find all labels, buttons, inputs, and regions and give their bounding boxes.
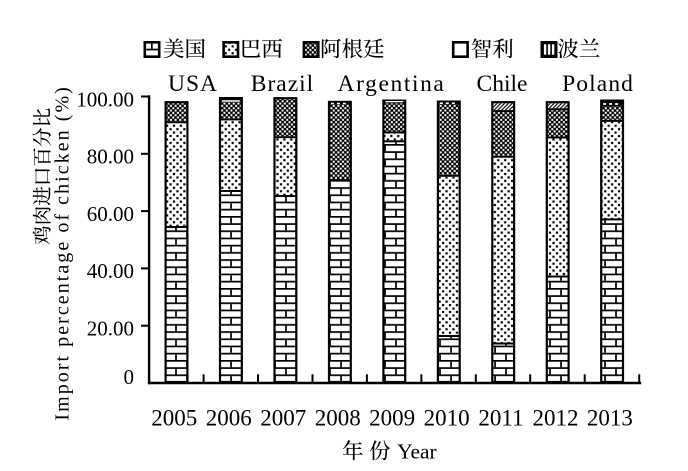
svg-text:2009: 2009	[369, 405, 415, 430]
svg-text:0: 0	[124, 365, 135, 389]
svg-text:Year: Year	[397, 440, 437, 464]
svg-text:40.00: 40.00	[87, 259, 134, 283]
svg-text:Poland: Poland	[562, 71, 634, 97]
svg-text:Argentina: Argentina	[338, 71, 446, 97]
svg-text:2007: 2007	[260, 405, 306, 430]
svg-text:100.00: 100.00	[76, 87, 134, 111]
svg-text:Import percentage of chicken (: Import percentage of chicken (%)	[52, 85, 74, 420]
svg-text:Chile: Chile	[477, 71, 528, 97]
svg-text:2013: 2013	[587, 405, 633, 430]
svg-text:2010: 2010	[424, 405, 470, 430]
svg-text:2012: 2012	[533, 405, 579, 430]
svg-text:80.00: 80.00	[87, 145, 134, 169]
svg-text:2008: 2008	[315, 405, 361, 430]
svg-text:USA: USA	[168, 71, 218, 97]
svg-text:60.00: 60.00	[87, 202, 134, 226]
svg-text:2006: 2006	[206, 405, 252, 430]
svg-text:2011: 2011	[478, 405, 523, 430]
svg-text:2005: 2005	[151, 405, 197, 430]
svg-text:Brazil: Brazil	[251, 71, 314, 97]
svg-text:20.00: 20.00	[87, 317, 134, 341]
